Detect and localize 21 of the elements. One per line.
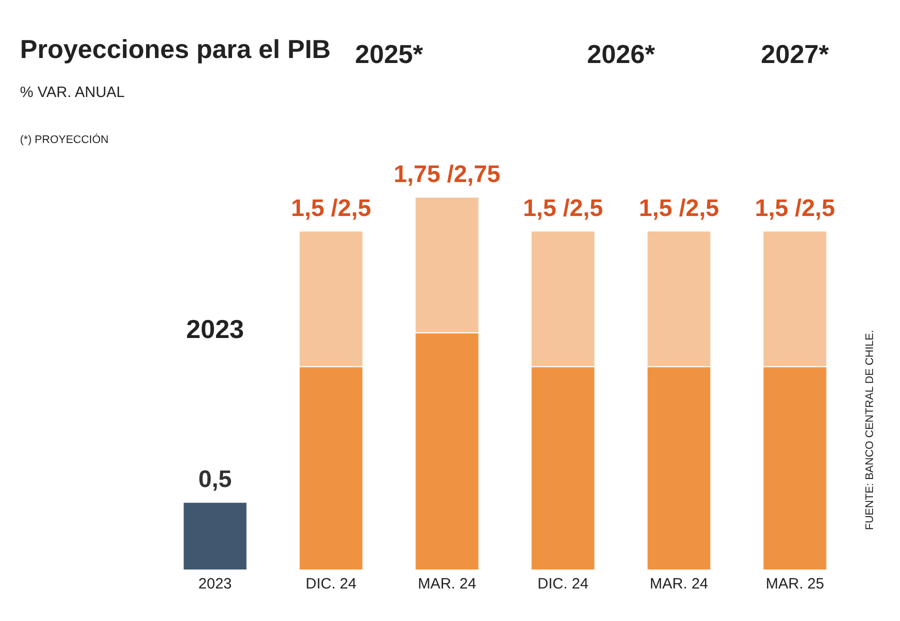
text: (*) PROYECCIÓN: [20, 133, 109, 146]
chart-title: Proyecciones para el PIB: [20, 34, 331, 64]
text: 2025*: [355, 39, 424, 69]
annotation: 1,5 /2,5: [522, 195, 604, 222]
annotation: 2023: [186, 314, 244, 344]
annotation: 1,5 /2,5: [291, 195, 372, 222]
annotation: 1,5 /2,5: [638, 195, 719, 222]
chart-subtitle: % VAR. ANUAL: [20, 84, 125, 101]
text: 1,75 /2,75: [394, 161, 500, 188]
x-tick-label: MAR. 24: [418, 576, 476, 592]
x-tick-label: MAR. 24: [650, 576, 708, 592]
x-tick-label: MAR. 25: [766, 576, 824, 592]
x-tick-label: DIC. 24: [538, 576, 588, 592]
data-label: 0,5: [198, 466, 232, 494]
source-note: FUENTE: BANCO CENTRAL DE CHILE.: [864, 330, 876, 530]
bar: [182, 502, 248, 570]
x-tick-label: 2023: [198, 576, 232, 592]
annotation: 1,5 /2,5: [754, 195, 835, 222]
x-tick-label: DIC. 24: [306, 576, 356, 592]
text: 2027*: [760, 39, 830, 69]
text: 2026*: [586, 39, 656, 69]
